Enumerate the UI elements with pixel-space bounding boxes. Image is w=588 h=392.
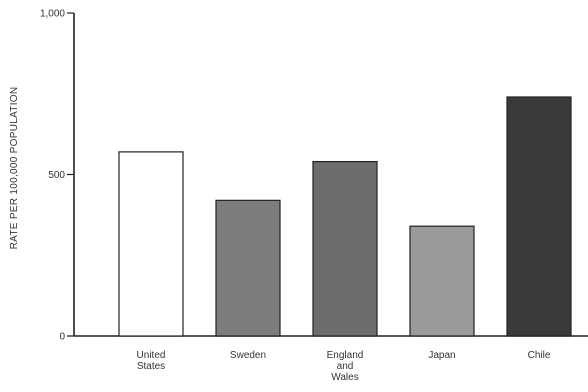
y-tick-label: 1,000: [40, 9, 65, 20]
x-tick-label: United States: [137, 350, 166, 372]
y-tick-label: 500: [48, 170, 65, 181]
y-axis-label-group: RATE PER 100,000 POPULATION: [9, 87, 20, 250]
x-tick-label: Sweden: [230, 350, 266, 361]
x-tick-label-line: England: [327, 350, 364, 361]
bars-group: [118, 96, 572, 337]
x-tick-label-line: Sweden: [230, 350, 266, 361]
x-tick-label: Japan: [428, 350, 455, 361]
bar: [118, 151, 184, 337]
y-tick-label: 0: [59, 332, 65, 343]
x-tick-label: Chile: [528, 350, 551, 361]
x-tick-label-line: Chile: [528, 350, 551, 361]
bar: [409, 225, 475, 337]
x-tick-label: England and Wales: [327, 350, 364, 383]
x-tick-label-line: Wales: [331, 372, 358, 383]
y-axis: 0 500 1,000: [40, 9, 75, 343]
y-axis-label: RATE PER 100,000 POPULATION: [9, 87, 20, 250]
bar: [312, 160, 378, 337]
bar: [215, 199, 281, 337]
x-tick-label-line: States: [137, 361, 165, 372]
x-tick-label-line: and: [337, 361, 354, 372]
category-labels: United States Sweden England and Wales Japan Ch…: [137, 350, 551, 383]
bar: [506, 96, 572, 337]
x-tick-label-line: United: [137, 350, 166, 361]
x-tick-label-line: Japan: [428, 350, 455, 361]
